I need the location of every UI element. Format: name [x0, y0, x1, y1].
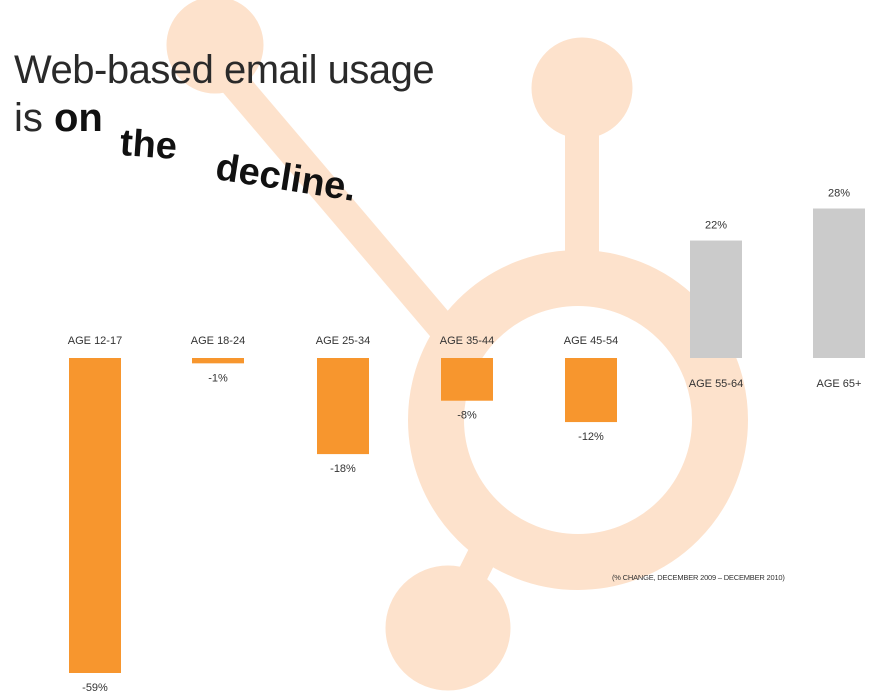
- bar-age-65: [813, 208, 865, 358]
- footnote: (% CHANGE, DECEMBER 2009 – DECEMBER 2010…: [612, 573, 785, 582]
- value-label-age-65: 28%: [828, 188, 850, 200]
- bar-age-35-44: [441, 358, 493, 401]
- category-label-age-35-44: AGE 35-44: [440, 335, 494, 347]
- category-label-age-55-64: AGE 55-64: [689, 378, 743, 390]
- value-label-age-55-64: 22%: [705, 220, 727, 232]
- bar-age-25-34: [317, 358, 369, 455]
- value-label-age-45-54: -12%: [578, 431, 604, 443]
- value-label-age-18-24: -1%: [208, 372, 228, 384]
- title-line-2: is on: [14, 96, 103, 141]
- title-is: is: [14, 96, 54, 140]
- title-line-1: Web-based email usage: [14, 48, 435, 92]
- category-label-age-65: AGE 65+: [817, 378, 862, 390]
- value-label-age-35-44: -8%: [457, 410, 477, 422]
- category-label-age-18-24: AGE 18-24: [191, 335, 245, 347]
- value-label-age-12-17: -59%: [82, 682, 108, 694]
- bar-age-18-24: [192, 358, 244, 364]
- category-label-age-12-17: AGE 12-17: [68, 335, 122, 347]
- category-label-age-45-54: AGE 45-54: [564, 335, 618, 347]
- category-label-age-25-34: AGE 25-34: [316, 335, 370, 347]
- bar-age-12-17: [69, 358, 121, 673]
- bar-age-55-64: [690, 240, 742, 358]
- value-label-age-25-34: -18%: [330, 463, 356, 475]
- title-word-on: on: [54, 96, 103, 140]
- bar-age-45-54: [565, 358, 617, 423]
